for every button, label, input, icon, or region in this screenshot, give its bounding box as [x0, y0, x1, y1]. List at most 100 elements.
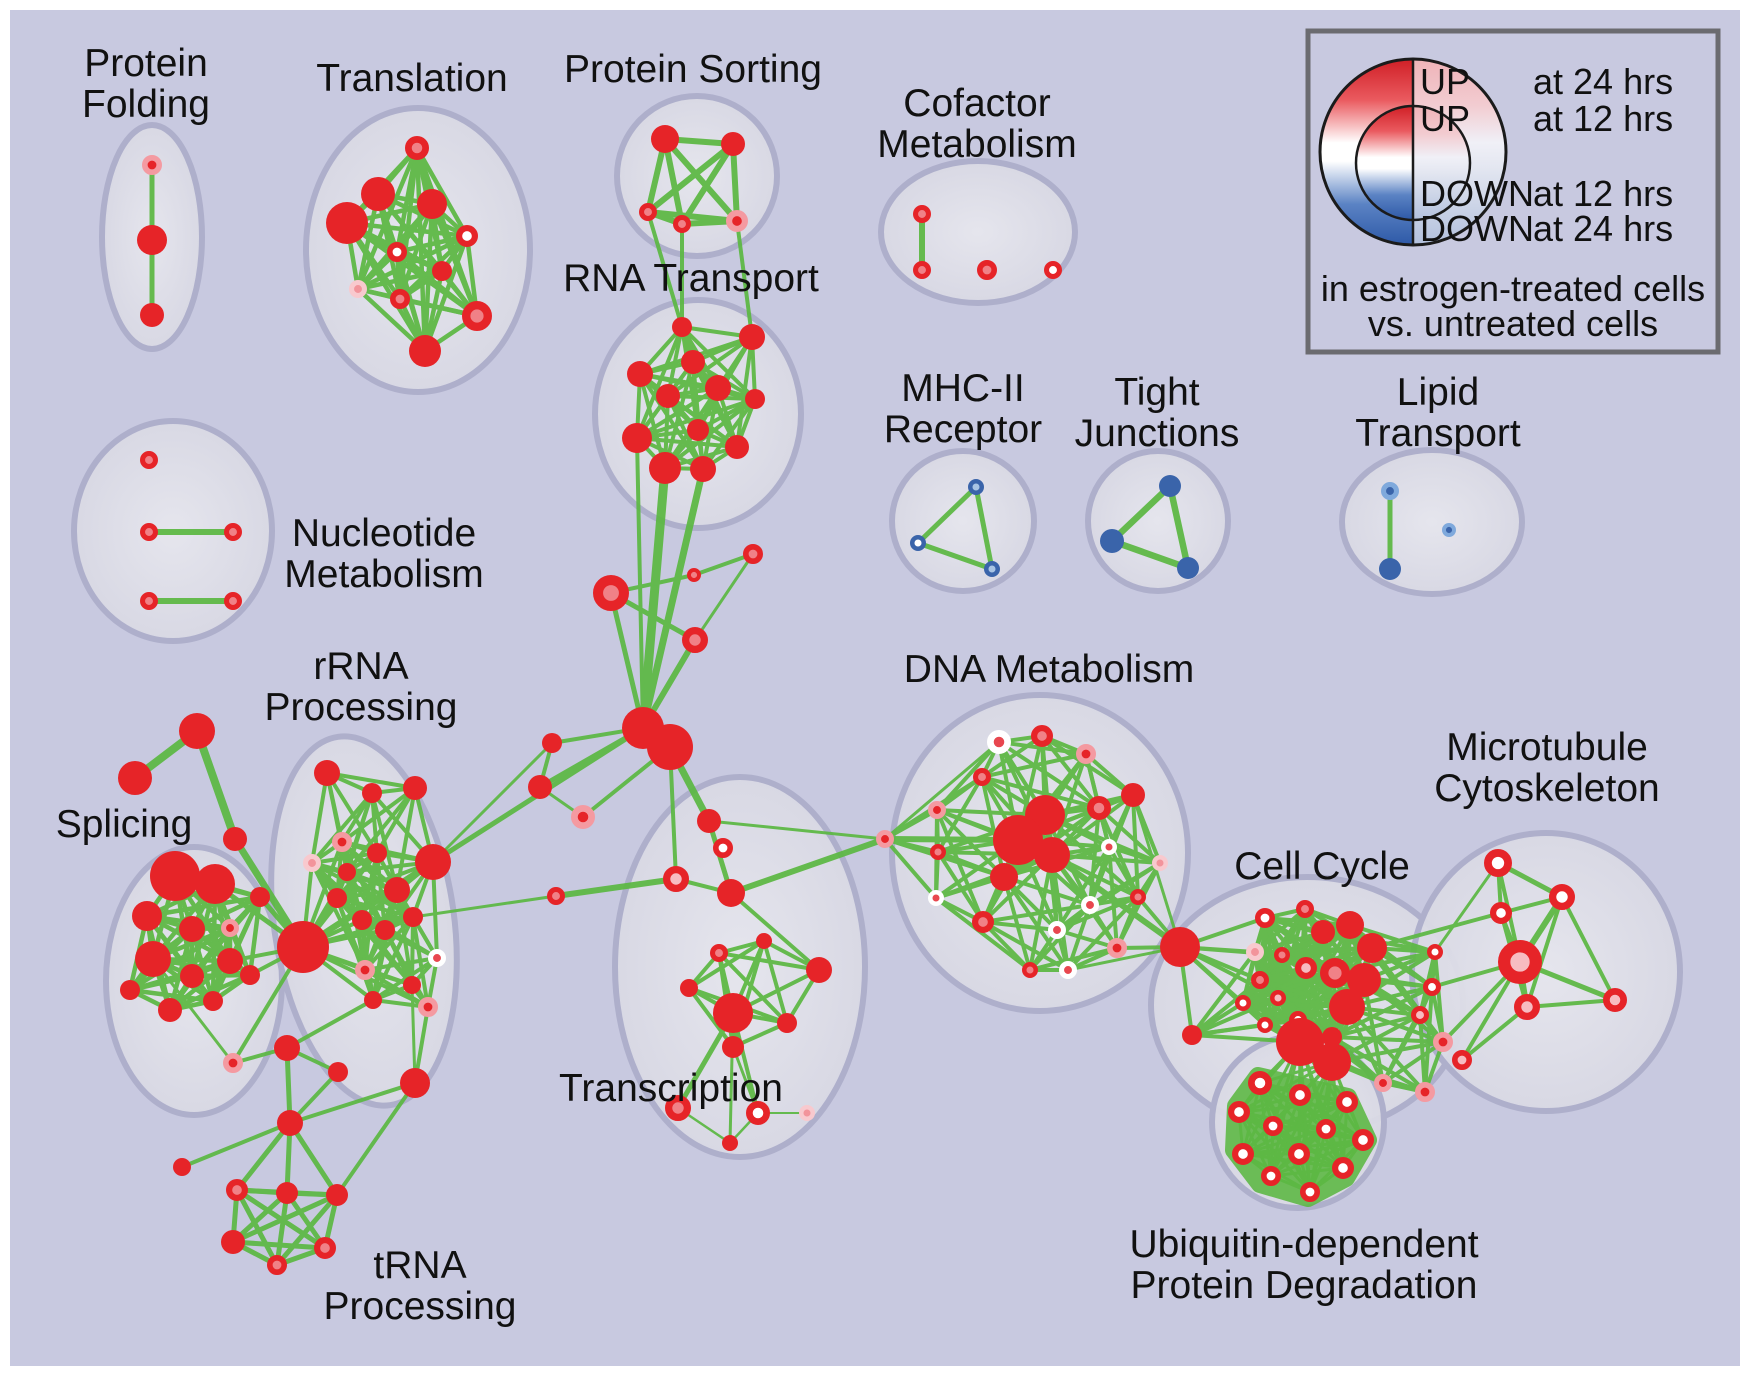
edge-tn9-tn10 — [230, 1239, 328, 1251]
node-rna4 — [705, 375, 731, 401]
legend-time-0: at 24 hrs — [1533, 61, 1673, 102]
edge-rr9-rr12 — [335, 896, 415, 919]
node-ib2 — [570, 804, 595, 829]
edge-cc16-cc18 — [1190, 1018, 1300, 1037]
node-rr16 — [403, 976, 421, 994]
node-cc22 — [1423, 978, 1442, 997]
node-rna6 — [745, 389, 765, 409]
node-sp11 — [203, 991, 223, 1011]
node-rna3 — [627, 361, 653, 387]
node-sp10 — [158, 998, 182, 1022]
legend-direction-1: UP — [1420, 98, 1470, 139]
edge-tx5-dn0 — [883, 740, 1001, 841]
edge-dn17-dn18 — [981, 903, 1092, 924]
node-rr5 — [367, 843, 387, 863]
edge-cc6-cc18 — [1190, 950, 1257, 1037]
node-rna1 — [739, 324, 765, 350]
edge-rna6-rna7 — [635, 397, 757, 440]
node-ub8 — [1287, 1142, 1310, 1165]
node-tr3 — [417, 189, 447, 219]
node-dn12 — [990, 863, 1018, 891]
legend-note-0: in estrogen-treated cells — [1321, 268, 1705, 309]
node-tx0 — [697, 809, 721, 833]
cluster-label-lipid-transport-line1: Transport — [1355, 412, 1521, 455]
edge-dn13-dn19 — [1055, 845, 1111, 932]
node-pf2 — [140, 303, 164, 327]
legend-time-3: at 24 hrs — [1533, 208, 1673, 249]
edge-dn3-dn6 — [980, 775, 1101, 810]
cluster-label-lipid-transport-line0: Lipid — [1397, 371, 1479, 414]
edge-sp5-sp7 — [189, 894, 263, 979]
edge-cc17-cc22 — [1330, 985, 1434, 1039]
node-cc2 — [1296, 900, 1315, 919]
node-dn3 — [973, 768, 992, 787]
node-fa2 — [223, 827, 247, 851]
node-ps0 — [651, 125, 679, 153]
node-dn14 — [1151, 854, 1168, 871]
edge-rr0-rr5 — [325, 771, 379, 855]
node-rr3 — [331, 831, 352, 852]
node-rna5 — [656, 384, 680, 408]
node-ub9 — [1331, 1156, 1354, 1179]
edge-ib4-ib5 — [692, 552, 755, 577]
node-mt4 — [1498, 939, 1543, 984]
edge-cc17-cc24 — [1330, 1035, 1445, 1044]
edge-tx8-tx12 — [687, 986, 735, 1049]
node-tx14 — [745, 1100, 770, 1125]
node-rr4 — [302, 854, 321, 873]
node-lp2 — [1379, 558, 1401, 580]
node-tx11 — [777, 1013, 797, 1033]
node-tx3 — [717, 879, 745, 907]
node-cc15 — [1256, 1016, 1273, 1033]
edge-dn3-dn8 — [936, 775, 984, 854]
node-rr15 — [354, 959, 375, 980]
node-tx7 — [756, 933, 772, 949]
node-rr14 — [427, 949, 446, 968]
node-tr7 — [348, 279, 367, 298]
node-tn2 — [328, 1062, 348, 1082]
node-cf2 — [976, 259, 997, 280]
edge-ib3-ib7 — [608, 590, 646, 731]
node-tx5 — [876, 830, 895, 849]
node-rr11 — [375, 920, 395, 940]
cluster-label-mhc-ii-receptor-line0: MHC-II — [901, 367, 1024, 410]
node-sp9 — [120, 980, 140, 1000]
node-fa0 — [179, 713, 215, 749]
edge-ub5-ub7 — [1241, 1127, 1328, 1156]
edge-dn4-dn14 — [1131, 793, 1162, 865]
node-sp2 — [132, 901, 162, 931]
node-tx15 — [798, 1104, 815, 1121]
node-rna2 — [681, 350, 705, 374]
edge-ub9-ub10 — [1269, 1166, 1345, 1178]
cluster-label-tight-junctions-line0: Tight — [1114, 371, 1199, 414]
edge-rr2-rr3 — [340, 786, 417, 844]
node-cc12 — [1251, 971, 1270, 990]
edge-dn2-dn3 — [980, 752, 1088, 779]
edge-ps4-rna1 — [735, 219, 754, 339]
edge-dn13-dn22 — [1107, 845, 1119, 950]
edge-ub10-cc20 — [1269, 1060, 1334, 1178]
node-tn0 — [223, 1053, 244, 1074]
node-cc4 — [1336, 911, 1364, 939]
edge-ps1-ps3 — [679, 141, 736, 227]
node-ub6 — [1351, 1128, 1374, 1151]
edge-rna3-rna11 — [638, 372, 705, 471]
edge-rna0-rna6 — [680, 325, 757, 401]
node-rr2 — [403, 776, 427, 800]
node-ib3 — [592, 574, 629, 611]
legend-time-2: at 12 hrs — [1533, 173, 1673, 214]
node-cc20 — [1313, 1043, 1351, 1081]
edge-tr0-tr4 — [414, 145, 470, 239]
edge-cc14-cc18 — [1190, 1001, 1245, 1037]
node-ib4 — [687, 568, 702, 583]
node-cc26 — [1415, 1082, 1436, 1103]
node-tr10 — [409, 335, 441, 367]
edge-cc5-mt2 — [1370, 911, 1503, 950]
node-rr17 — [364, 991, 382, 1009]
node-rr12 — [403, 907, 423, 927]
edge-cc21-mt0 — [1433, 861, 1500, 954]
node-sp12 — [240, 965, 260, 985]
edge-tx7-tx8 — [687, 939, 766, 990]
edge-rna7-ib7 — [635, 436, 645, 730]
edge-dn17-dn20 — [981, 920, 1032, 972]
